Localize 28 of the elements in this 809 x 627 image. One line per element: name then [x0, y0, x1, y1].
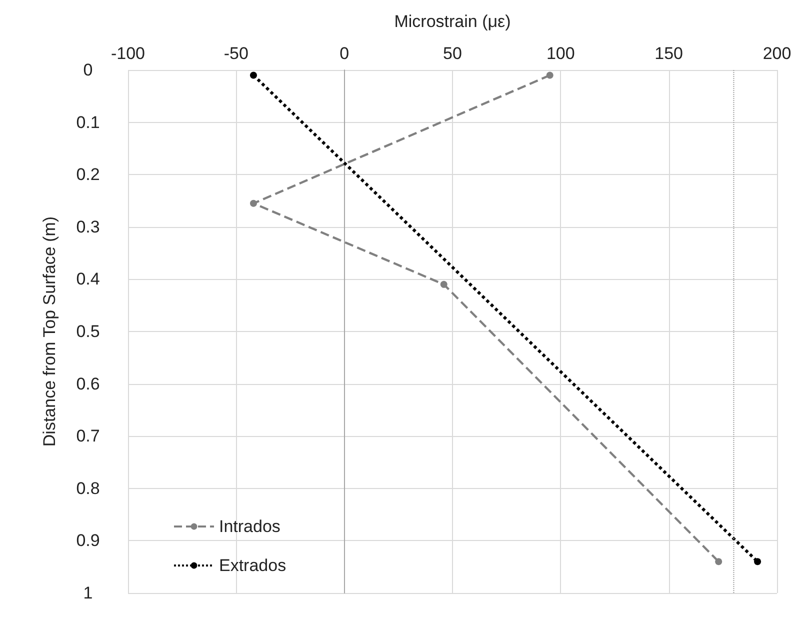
y-axis-title: Distance from Top Surface (m): [40, 216, 59, 447]
point: [754, 558, 762, 566]
x-tick-label: 0: [340, 44, 350, 63]
x-tick-label: 50: [443, 44, 462, 63]
y-tick-label: 0: [83, 60, 93, 80]
point: [440, 280, 448, 288]
legend-label: Extrados: [219, 556, 286, 575]
y-tick-label: 1: [83, 584, 93, 602]
x-tick-label: 100: [546, 44, 575, 63]
legend-label: Intrados: [219, 517, 280, 536]
x-tick-label: 150: [654, 44, 684, 63]
y-tick-label: 0.4: [76, 270, 100, 289]
x-tick-label: -100: [110, 44, 146, 63]
y-tick-label: 0.3: [76, 217, 100, 236]
point: [250, 200, 257, 207]
y-tick-label: 0.9: [76, 531, 100, 550]
point: [250, 72, 257, 79]
point: [715, 558, 722, 566]
x-axis-title: Microstrain (με): [394, 12, 511, 31]
y-tick-label: 0.1: [76, 112, 100, 132]
y-tick-label: 0.2: [76, 165, 100, 184]
point: [546, 72, 554, 79]
y-tick-label: 0.7: [76, 426, 100, 446]
y-tick-label: 0.6: [76, 374, 100, 394]
x-tick-label: 200: [762, 44, 792, 63]
y-tick-label: 0.5: [76, 322, 100, 341]
y-tick-label: 0.8: [76, 478, 100, 498]
x-tick-label: -50: [224, 44, 248, 63]
